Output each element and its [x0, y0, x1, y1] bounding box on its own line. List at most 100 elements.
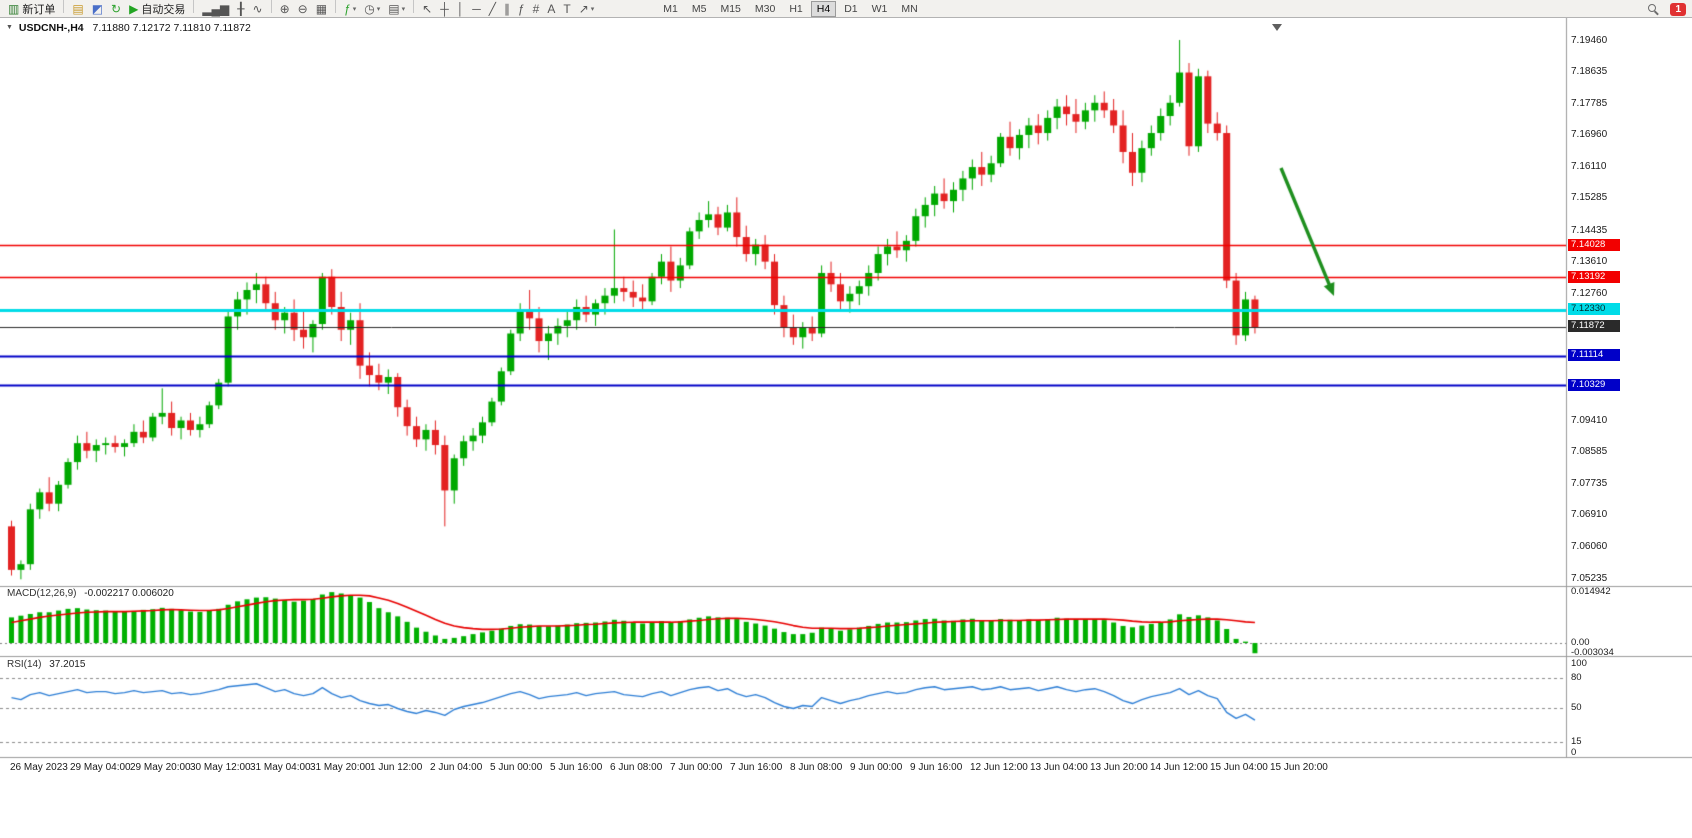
arrows-icon[interactable]: ↗ ▾	[576, 1, 598, 17]
toolbar-separator	[63, 0, 65, 13]
price-tick-label: 7.16960	[1571, 129, 1608, 141]
cursor-icon[interactable]: ↖	[419, 1, 435, 17]
text-label-icon[interactable]: T	[560, 1, 573, 17]
time-axis-label: 31 May 20:00	[310, 762, 371, 773]
price-tick-label: 7.15285	[1571, 192, 1608, 204]
time-axis-label: 7 Jun 16:00	[730, 762, 783, 773]
timeframe-button-h1[interactable]: H1	[789, 2, 803, 15]
charts-window-icon: ▤	[72, 2, 84, 16]
price-tick-label: 7.18635	[1571, 65, 1608, 77]
timeframe-button-w1[interactable]: W1	[871, 2, 888, 15]
chart-menu-icon[interactable]: ▼	[6, 24, 13, 31]
vertical-line-icon[interactable]: │	[454, 1, 468, 17]
toolbar-groups: ▥ 新订单 ▤ ◩ ↻ ▶ 自动交易 ▂▄▆ ╂ ∿ ⊕ ⊖ ▦ ƒ ▾ ◷ ▾ ▤ ▾ ↖ ┼ │ ─ ╱ ∥ ƒ # A T ↗ ▾	[4, 0, 598, 17]
timeframe-button-m15[interactable]: M15	[720, 2, 741, 15]
time-axis-label: 15 Jun 20:00	[1270, 762, 1328, 773]
market-watch-icon[interactable]: ◩	[89, 1, 106, 17]
trendline-icon: ╱	[488, 2, 496, 16]
toolbar-right: 1	[1647, 0, 1686, 18]
time-axis-label: 1 Jun 12:00	[370, 762, 423, 773]
timeframe-button-mn[interactable]: MN	[901, 2, 918, 15]
periods-icon[interactable]: ◷ ▾	[361, 1, 383, 17]
zoom-out-icon: ⊖	[297, 2, 308, 16]
vertical-line-icon: │	[456, 2, 465, 16]
indicators-icon[interactable]: ƒ ▾	[341, 1, 359, 17]
text-icon[interactable]: A	[544, 1, 558, 17]
rsi-scale-label: 100	[1571, 658, 1587, 669]
chart-ohlc-values: 7.11880 7.12172 7.11810 7.11872	[92, 22, 251, 34]
periods-icon: ◷	[364, 2, 375, 16]
time-axis-label: 29 May 20:00	[130, 762, 191, 773]
autotrading-button[interactable]: ▶ 自动交易	[126, 1, 188, 17]
price-tick-label: 7.07735	[1571, 477, 1608, 489]
toolbar-separator	[270, 0, 272, 13]
price-tick-label: 7.08585	[1571, 445, 1608, 457]
rsi-indicator-label: RSI(14) 37.2015	[7, 659, 85, 670]
timeframe-button-m30[interactable]: M30	[754, 2, 776, 15]
hline-price-tag[interactable]: 7.13192	[1568, 270, 1620, 283]
time-axis-label: 12 Jun 12:00	[970, 762, 1028, 773]
zoom-out-icon[interactable]: ⊖	[295, 1, 311, 17]
candlestick-chart-canvas[interactable]	[0, 18, 1692, 838]
price-tick-label: 7.06910	[1571, 509, 1608, 521]
tile-windows-icon[interactable]: ▦	[313, 1, 330, 17]
rsi-value: 37.2015	[49, 659, 86, 670]
hline-price-tag[interactable]: 7.10329	[1568, 378, 1620, 391]
market-watch-icon: ◩	[91, 2, 104, 16]
timeframe-button-m5[interactable]: M5	[691, 2, 707, 15]
refresh-icon[interactable]: ↻	[108, 1, 124, 17]
search-icon[interactable]	[1647, 3, 1660, 16]
hline-price-tag[interactable]: 7.12330	[1568, 303, 1620, 316]
time-axis-label: 6 Jun 08:00	[610, 762, 663, 773]
tile-windows-icon: ▦	[315, 2, 328, 16]
line-chart-icon: ∿	[252, 2, 263, 16]
text-icon: A	[547, 2, 556, 16]
timeframe-button-d1[interactable]: D1	[844, 2, 858, 15]
macd-indicator-label: MACD(12,26,9) -0.002217 0.006020	[7, 588, 174, 599]
time-axis-label: 15 Jun 04:00	[1210, 762, 1268, 773]
grid-icon: #	[532, 2, 540, 16]
horizontal-line-icon[interactable]: ─	[469, 1, 484, 17]
templates-icon: ▤	[388, 2, 400, 16]
hline-price-tag[interactable]: 7.14028	[1568, 238, 1620, 251]
notification-badge[interactable]: 1	[1670, 2, 1686, 16]
chevron-down-icon: ▾	[376, 6, 381, 13]
timeframe-button-h4[interactable]: H4	[810, 0, 837, 17]
crosshair-icon[interactable]: ┼	[437, 1, 452, 17]
time-axis-label: 29 May 04:00	[70, 762, 131, 773]
autotrading-button-label: 自动交易	[141, 4, 186, 16]
time-axis-label: 13 Jun 20:00	[1090, 762, 1148, 773]
channel-icon[interactable]: ∥	[501, 1, 513, 17]
timeframe-toolbar: M1 M5 M15 M30 H1 H4 D1 W1 MN	[656, 0, 924, 17]
zoom-in-icon[interactable]: ⊕	[277, 1, 293, 17]
templates-icon[interactable]: ▤ ▾	[385, 1, 408, 17]
time-axis-label: 5 Jun 16:00	[550, 762, 603, 773]
chevron-down-icon: ▾	[352, 6, 357, 13]
ohlc-bars-icon[interactable]: ▂▄▆	[199, 1, 232, 17]
trendline-icon[interactable]: ╱	[486, 1, 499, 17]
price-tick-label: 7.13610	[1571, 255, 1608, 267]
grid-icon[interactable]: #	[530, 1, 543, 17]
charts-window-icon[interactable]: ▤	[69, 1, 86, 17]
refresh-icon: ↻	[111, 2, 122, 16]
price-tick-label: 7.17785	[1571, 97, 1608, 109]
channel-icon: ∥	[503, 2, 510, 16]
chart-title: ▼ USDCNH-,H4 7.11880 7.12172 7.11810 7.1…	[6, 22, 251, 34]
chart-window: ▼ USDCNH-,H4 7.11880 7.12172 7.11810 7.1…	[0, 18, 1692, 838]
new-order-button: ▥	[8, 2, 20, 16]
chart-shift-marker[interactable]	[1272, 24, 1282, 31]
price-tick-label: 7.19460	[1571, 34, 1608, 46]
candlestick-icon: ╂	[237, 2, 245, 16]
fibonacci-icon[interactable]: ƒ	[515, 1, 528, 17]
fibonacci-icon: ƒ	[517, 2, 525, 16]
time-axis-label: 8 Jun 08:00	[790, 762, 843, 773]
new-order-button[interactable]: ▥ 新订单	[5, 1, 58, 17]
timeframe-button-m1[interactable]: M1	[663, 2, 678, 15]
candlestick-icon[interactable]: ╂	[234, 1, 247, 17]
text-label-icon: T	[563, 2, 571, 16]
time-axis-label: 14 Jun 12:00	[1150, 762, 1208, 773]
line-chart-icon[interactable]: ∿	[250, 1, 266, 17]
hline-price-tag[interactable]: 7.11114	[1568, 349, 1620, 362]
main-toolbar: ▥ 新订单 ▤ ◩ ↻ ▶ 自动交易 ▂▄▆ ╂ ∿ ⊕ ⊖ ▦ ƒ ▾ ◷ ▾ ▤ ▾ ↖ ┼ │ ─ ╱ ∥ ƒ # A T ↗ ▾ M…	[0, 0, 1692, 18]
horizontal-line-icon: ─	[472, 2, 481, 16]
